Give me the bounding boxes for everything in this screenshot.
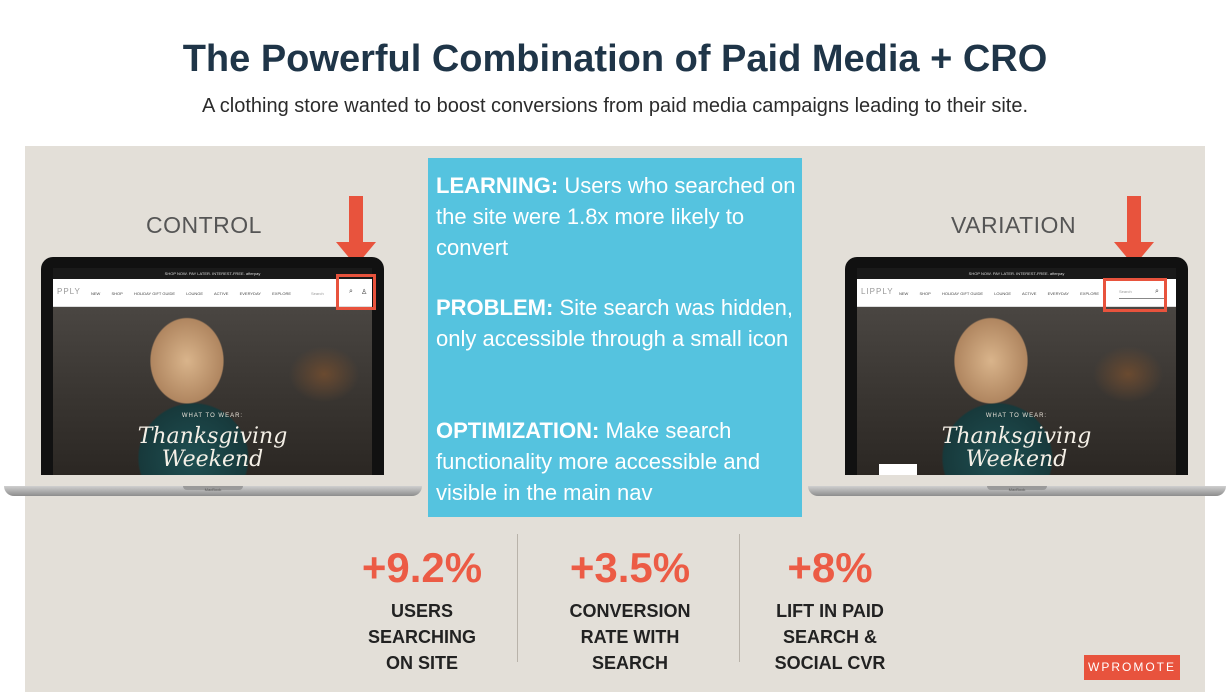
control-nav-everyday[interactable]: EVERYDAY (239, 291, 261, 296)
problem-label: PROBLEM: (436, 295, 554, 320)
page-subtitle: A clothing store wanted to boost convers… (201, 95, 1028, 117)
variation-overlay-box (879, 464, 917, 475)
control-logo: PPLY (57, 287, 81, 296)
control-nav-active[interactable]: ACTIVE (213, 291, 229, 296)
control-brand: MacBook (204, 487, 222, 492)
control-search-highlight (336, 274, 376, 310)
variation-laptop-base: MacBook (808, 486, 1226, 496)
variation-hero-title: Thanksgiving Weekend (857, 425, 1176, 471)
page-title: The Powerful Combination of Paid Media +… (182, 38, 1048, 80)
search-icon[interactable]: ⌕ (349, 288, 353, 295)
stat-label: LIFT IN PAID SEARCH & SOCIAL CVR (774, 601, 886, 673)
problem-text: PROBLEM: Site search was hidden, only ac… (436, 292, 796, 354)
stat-conversion-rate: +3.5% CONVERSION RATE WITH SEARCH (530, 543, 730, 676)
optimization-body: Make search functionality more accessibl… (436, 418, 761, 505)
variation-promo-bar: SHOP NOW. PAY LATER. INTEREST-FREE. afte… (857, 268, 1176, 279)
stat-label: USERS SEARCHING ON SITE (367, 601, 476, 673)
variation-logo: LIPPLY (861, 287, 894, 296)
control-nav-gift[interactable]: HOLIDAY GIFT GUIDE (133, 291, 176, 296)
variation-nav-shop[interactable]: SHOP (919, 291, 931, 296)
control-label: CONTROL (146, 212, 262, 238)
search-icon[interactable]: ⌕ (1155, 288, 1159, 295)
variation-nav-lounge[interactable]: LOUNGE (994, 291, 1012, 296)
variation-hero-line-2: Weekend (965, 447, 1068, 472)
variation-search-input[interactable]: Search (1119, 285, 1164, 299)
learning-label: LEARNING: (436, 173, 559, 198)
stat-label: CONVERSION RATE WITH SEARCH (569, 601, 691, 673)
control-nav-new[interactable]: NEW (91, 291, 101, 296)
stat-divider (739, 534, 740, 662)
control-promo-bar: SHOP NOW. PAY LATER. INTEREST-FREE. afte… (53, 268, 372, 279)
variation-nav-new[interactable]: NEW (899, 291, 909, 296)
control-screen: SHOP NOW. PAY LATER. INTEREST-FREE. afte… (53, 268, 372, 475)
variation-screen: SHOP NOW. PAY LATER. INTEREST-FREE. afte… (857, 268, 1176, 475)
control-laptop: SHOP NOW. PAY LATER. INTEREST-FREE. afte… (41, 257, 384, 475)
variation-nav-explore[interactable]: EXPLORE (1080, 291, 1100, 296)
control-hero-line-1: Thanksgiving (137, 424, 288, 449)
control-hero-kicker: WHAT TO WEAR: (181, 413, 244, 419)
variation-laptop: SHOP NOW. PAY LATER. INTEREST-FREE. afte… (845, 257, 1188, 475)
variation-hero-line-1: Thanksgiving (941, 424, 1092, 449)
variation-nav-active[interactable]: ACTIVE (1021, 291, 1037, 296)
variation-brand: MacBook (1008, 487, 1026, 492)
control-nav: PPLY NEW SHOP HOLIDAY GIFT GUIDE LOUNGE … (53, 279, 372, 307)
control-laptop-base: MacBook (4, 486, 422, 496)
optimization-text: OPTIMIZATION: Make search functionality … (436, 415, 796, 508)
control-nav-explore[interactable]: EXPLORE (272, 291, 292, 296)
control-hero-title: Thanksgiving Weekend (53, 425, 372, 471)
learning-body: Users who searched on the site were 1.8x… (436, 173, 796, 260)
stat-paid-lift: +8% LIFT IN PAID SEARCH & SOCIAL CVR (730, 543, 930, 676)
variation-hero-image: WHAT TO WEAR: Thanksgiving Weekend (857, 307, 1176, 475)
control-nav-lounge[interactable]: LOUNGE (186, 291, 204, 296)
stat-value: +8% (787, 544, 873, 591)
optimization-label: OPTIMIZATION: (436, 418, 600, 443)
problem-body: Site search was hidden, only accessible … (436, 295, 794, 351)
stat-divider (517, 534, 518, 662)
learning-text: LEARNING: Users who searched on the site… (436, 170, 796, 263)
variation-nav-gift[interactable]: HOLIDAY GIFT GUIDE (941, 291, 984, 296)
control-hero-line-2: Weekend (161, 447, 264, 472)
variation-hero-kicker: WHAT TO WEAR: (985, 413, 1048, 419)
variation-search-highlight (1103, 278, 1167, 312)
wpromote-logo: WPROMOTE (1084, 655, 1180, 680)
variation-nav: LIPPLY NEW SHOP HOLIDAY GIFT GUIDE LOUNG… (857, 279, 1176, 307)
stat-users-searching: +9.2% USERS SEARCHING ON SITE (322, 543, 522, 676)
variation-label: VARIATION (951, 212, 1077, 238)
info-box: LEARNING: Users who searched on the site… (428, 158, 802, 517)
control-nav-shop[interactable]: SHOP (111, 291, 123, 296)
stat-value: +3.5% (569, 544, 691, 591)
control-search-text[interactable]: Search (311, 291, 324, 296)
account-icon[interactable]: ♙ (361, 289, 368, 296)
stat-value: +9.2% (361, 544, 483, 591)
control-hero-image: WHAT TO WEAR: Thanksgiving Weekend (53, 307, 372, 475)
variation-nav-everyday[interactable]: EVERYDAY (1047, 291, 1069, 296)
